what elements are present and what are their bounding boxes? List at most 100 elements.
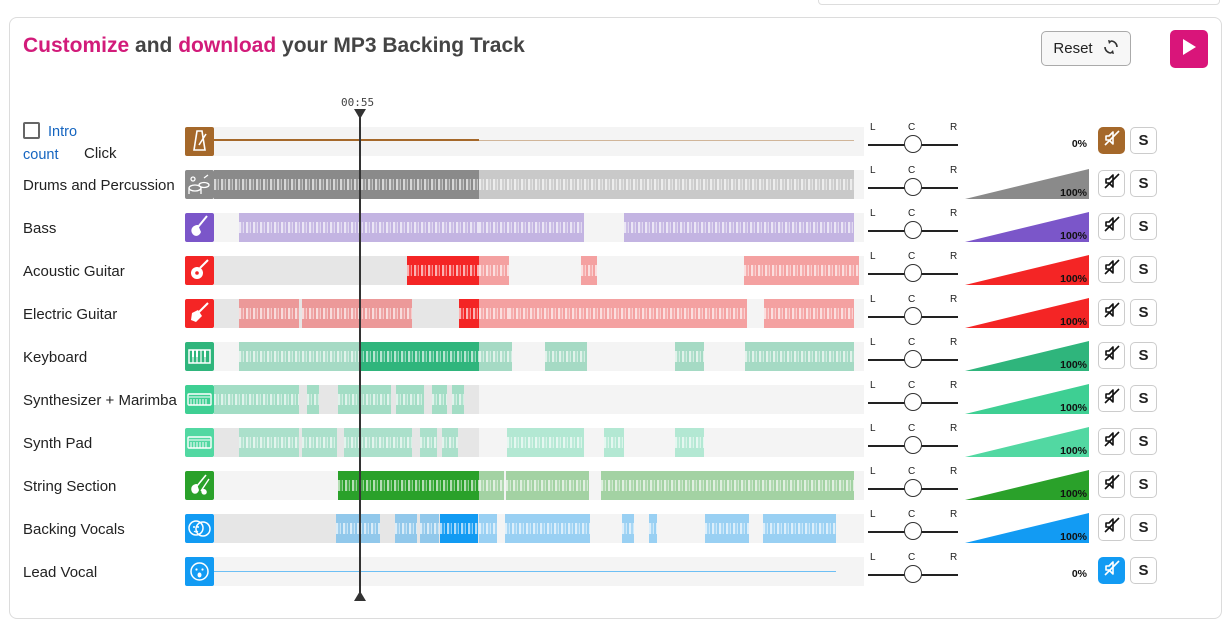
waveform-lane[interactable]	[214, 471, 864, 500]
pan-control[interactable]: L C R	[868, 380, 960, 420]
volume-control[interactable]: 100%	[965, 427, 1089, 457]
pan-control[interactable]: L C R	[868, 251, 960, 291]
solo-button[interactable]: S	[1130, 342, 1157, 369]
track-row: Acoustic Guitar L C R 100% S	[0, 249, 1231, 292]
playhead-top-handle[interactable]	[354, 109, 366, 119]
pan-slider-knob[interactable]	[904, 393, 922, 411]
waveform-lane[interactable]	[214, 127, 864, 156]
volume-control[interactable]: 100%	[965, 169, 1089, 199]
pan-right-label: R	[950, 552, 958, 563]
mute-button[interactable]	[1098, 557, 1125, 584]
pan-slider-knob[interactable]	[904, 264, 922, 282]
pan-control[interactable]: L C R	[868, 294, 960, 334]
waveform-segment	[420, 428, 437, 457]
volume-control[interactable]: 100%	[965, 513, 1089, 543]
playhead-bottom-handle[interactable]	[354, 591, 366, 601]
pan-right-label: R	[950, 122, 958, 133]
pan-slider-knob[interactable]	[904, 178, 922, 196]
pan-control[interactable]: L C R	[868, 337, 960, 377]
volume-control[interactable]: 100%	[965, 212, 1089, 242]
solo-button[interactable]: S	[1130, 557, 1157, 584]
waveform-lane[interactable]	[214, 213, 864, 242]
mute-button[interactable]	[1098, 471, 1125, 498]
mute-button[interactable]	[1098, 170, 1125, 197]
solo-button[interactable]: S	[1130, 170, 1157, 197]
solo-button[interactable]: S	[1130, 299, 1157, 326]
pan-slider-knob[interactable]	[904, 135, 922, 153]
playhead-line[interactable]	[359, 112, 361, 600]
reset-button[interactable]: Reset	[1041, 31, 1131, 66]
volume-control[interactable]: 100%	[965, 470, 1089, 500]
mute-button[interactable]	[1098, 213, 1125, 240]
waveform-lane[interactable]	[214, 256, 864, 285]
waveform-lane[interactable]	[214, 385, 864, 414]
pan-control[interactable]: L C R	[868, 122, 960, 162]
waveform-segment	[302, 299, 412, 328]
volume-percent: 100%	[1060, 488, 1087, 500]
solo-button[interactable]: S	[1130, 213, 1157, 240]
pan-slider-knob[interactable]	[904, 479, 922, 497]
play-button[interactable]	[1170, 30, 1208, 68]
volume-wedge	[965, 384, 1089, 414]
volume-control[interactable]: 100%	[965, 384, 1089, 414]
pan-control[interactable]: L C R	[868, 466, 960, 506]
waveform-segment	[479, 256, 509, 285]
pan-left-label: L	[870, 251, 876, 262]
waveform-segment	[336, 514, 380, 543]
speaker-muted-icon	[1103, 258, 1121, 281]
pan-control[interactable]: L C R	[868, 208, 960, 248]
intro-count-word1[interactable]: Intro	[48, 124, 78, 140]
waveform-segment	[601, 471, 854, 500]
solo-button[interactable]: S	[1130, 428, 1157, 455]
solo-button[interactable]: S	[1130, 256, 1157, 283]
track-label: Synthesizer + Marimba	[23, 392, 177, 409]
pan-control[interactable]: L C R	[868, 509, 960, 549]
pan-control[interactable]: L C R	[868, 165, 960, 205]
intro-count-checkbox[interactable]	[23, 122, 40, 139]
solo-button[interactable]: S	[1130, 127, 1157, 154]
intro-count-word2[interactable]: count	[23, 147, 59, 163]
pan-slider-knob[interactable]	[904, 307, 922, 325]
waveform-lane[interactable]	[214, 342, 864, 371]
speaker-muted-icon	[1103, 172, 1121, 195]
volume-control[interactable]: 0%	[965, 556, 1089, 586]
waveform-lane[interactable]	[214, 428, 864, 457]
volume-control[interactable]: 100%	[965, 341, 1089, 371]
mute-button[interactable]	[1098, 299, 1125, 326]
click-track-label: Click	[84, 145, 117, 162]
waveform-segment	[344, 428, 412, 457]
speaker-muted-icon	[1103, 559, 1121, 582]
mute-button[interactable]	[1098, 342, 1125, 369]
pan-left-label: L	[870, 380, 876, 391]
volume-control[interactable]: 100%	[965, 298, 1089, 328]
pan-center-label: C	[908, 208, 916, 219]
solo-button[interactable]: S	[1130, 385, 1157, 412]
waveform-lane[interactable]	[214, 514, 864, 543]
solo-button[interactable]: S	[1130, 514, 1157, 541]
mute-button[interactable]	[1098, 428, 1125, 455]
volume-percent: 100%	[1060, 316, 1087, 328]
pan-slider-knob[interactable]	[904, 350, 922, 368]
pan-left-label: L	[870, 122, 876, 133]
mute-button[interactable]	[1098, 127, 1125, 154]
waveform-segment	[649, 514, 657, 543]
pan-slider-knob[interactable]	[904, 436, 922, 454]
pan-slider-knob[interactable]	[904, 565, 922, 583]
speaker-muted-icon	[1103, 430, 1121, 453]
intro-count-option[interactable]: Intro count	[23, 121, 143, 167]
pan-center-label: C	[908, 423, 916, 434]
solo-button[interactable]: S	[1130, 471, 1157, 498]
waveform-lane[interactable]	[214, 557, 864, 586]
volume-control[interactable]: 0%	[965, 126, 1089, 156]
mute-button[interactable]	[1098, 514, 1125, 541]
pan-control[interactable]: L C R	[868, 423, 960, 463]
mute-button[interactable]	[1098, 256, 1125, 283]
volume-wedge	[965, 298, 1089, 328]
pan-slider-knob[interactable]	[904, 522, 922, 540]
waveform-lane[interactable]	[214, 299, 864, 328]
volume-control[interactable]: 100%	[965, 255, 1089, 285]
pan-slider-knob[interactable]	[904, 221, 922, 239]
mute-button[interactable]	[1098, 385, 1125, 412]
waveform-lane[interactable]	[214, 170, 864, 199]
pan-control[interactable]: L C R	[868, 552, 960, 592]
